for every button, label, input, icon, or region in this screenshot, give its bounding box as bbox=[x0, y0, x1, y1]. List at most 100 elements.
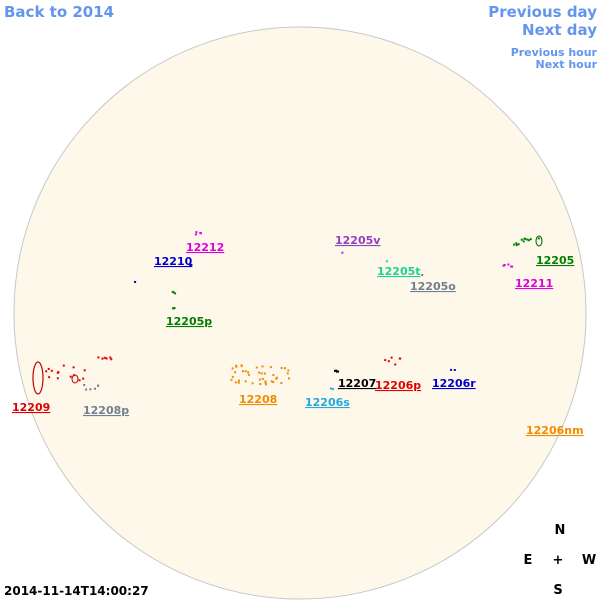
sunspot bbox=[230, 378, 233, 381]
sunspot bbox=[174, 292, 177, 295]
sunspot bbox=[264, 381, 267, 384]
sunspot bbox=[264, 380, 267, 383]
region-label[interactable]: 12210 bbox=[154, 255, 193, 268]
sunspot bbox=[244, 370, 247, 373]
compass-east: E bbox=[524, 553, 533, 568]
sunspot bbox=[341, 251, 344, 254]
sunspot bbox=[258, 378, 261, 381]
sunspot bbox=[286, 372, 289, 375]
sunspot bbox=[101, 357, 104, 360]
region-label[interactable]: 12205v bbox=[335, 234, 381, 247]
sunspot bbox=[520, 238, 523, 241]
previous-hour-link[interactable]: Previous hour bbox=[511, 46, 598, 59]
sunspot bbox=[134, 281, 137, 283]
sunspot bbox=[272, 381, 275, 384]
sunspot bbox=[507, 263, 510, 266]
sunspot bbox=[173, 307, 176, 310]
sunspot bbox=[240, 364, 243, 367]
sunspot bbox=[329, 387, 332, 390]
sunspot bbox=[334, 369, 336, 372]
sunspot bbox=[251, 382, 254, 385]
sunspot bbox=[172, 291, 175, 294]
sunspot bbox=[97, 384, 100, 387]
sunspot bbox=[231, 375, 234, 378]
next-hour-link[interactable]: Next hour bbox=[536, 58, 598, 71]
sunspot bbox=[517, 243, 520, 246]
sunspot bbox=[331, 388, 334, 391]
sunspot bbox=[234, 371, 237, 374]
sunspot bbox=[384, 359, 387, 362]
sunspot bbox=[288, 377, 290, 380]
region-label[interactable]: 12212 bbox=[186, 241, 224, 254]
sunspot bbox=[247, 371, 250, 374]
region-label[interactable]: 12206r bbox=[432, 377, 476, 390]
sunspot bbox=[241, 370, 244, 373]
sunspot bbox=[235, 365, 238, 368]
region-label[interactable]: 12208p bbox=[83, 404, 129, 417]
sunspot bbox=[280, 367, 283, 369]
sunspot bbox=[72, 366, 75, 369]
region-label[interactable]: 12205p bbox=[166, 315, 212, 328]
sunspots bbox=[32, 231, 543, 395]
sunspot bbox=[83, 369, 86, 372]
sunspot bbox=[450, 368, 453, 371]
sunspot bbox=[524, 237, 527, 240]
sunspot bbox=[97, 356, 100, 359]
back-link[interactable]: Back to 2014 bbox=[4, 3, 114, 21]
compass-west: W bbox=[582, 553, 596, 568]
sunspot bbox=[513, 243, 516, 246]
compass-south: S bbox=[553, 583, 562, 598]
sunspot bbox=[537, 237, 540, 240]
sunspot bbox=[234, 381, 237, 384]
sunspot bbox=[390, 356, 393, 359]
sunspot bbox=[385, 260, 388, 263]
sunspot bbox=[103, 356, 106, 359]
sunspot bbox=[45, 370, 48, 373]
region-label[interactable]: 12211 bbox=[515, 277, 553, 290]
sunspot bbox=[522, 240, 525, 243]
sunspot bbox=[172, 307, 174, 310]
sunspot bbox=[244, 380, 247, 383]
sunspot bbox=[258, 371, 261, 374]
sunspot bbox=[284, 367, 286, 370]
region-label[interactable]: 12207 bbox=[338, 377, 376, 390]
sunspot bbox=[255, 366, 258, 369]
sunspot bbox=[189, 264, 192, 267]
region-label[interactable]: 12206p bbox=[375, 379, 421, 392]
sunspot bbox=[527, 239, 530, 242]
sunspot bbox=[394, 363, 397, 366]
region-label[interactable]: 12209 bbox=[12, 401, 50, 414]
sunspot bbox=[275, 376, 278, 379]
sunspot bbox=[261, 365, 264, 368]
region-label[interactable]: 12206s bbox=[305, 396, 350, 409]
region-label[interactable]: 12206nm bbox=[526, 424, 584, 437]
sunspot bbox=[399, 357, 402, 360]
previous-day-link[interactable]: Previous day bbox=[488, 3, 597, 21]
compass-north: N bbox=[555, 523, 566, 538]
sunspot bbox=[47, 367, 50, 370]
sunspot bbox=[529, 238, 532, 241]
sunspot bbox=[56, 377, 59, 380]
sunspot bbox=[247, 373, 250, 376]
sunspot bbox=[50, 369, 53, 372]
region-label[interactable]: 12208 bbox=[239, 393, 277, 406]
timestamp: 2014-11-14T14:00:27 bbox=[4, 584, 149, 598]
region-label[interactable]: 12205 bbox=[536, 254, 574, 267]
sunspot bbox=[337, 370, 340, 373]
sunspot bbox=[69, 375, 72, 378]
sunspot bbox=[237, 381, 240, 384]
region-label[interactable]: 12205o bbox=[410, 280, 456, 293]
sunspot bbox=[272, 374, 275, 376]
region-label[interactable]: 12205t bbox=[377, 265, 421, 278]
sunspot bbox=[94, 387, 96, 390]
sunspot bbox=[238, 379, 240, 382]
sunspot-contour bbox=[71, 374, 79, 384]
sunspot bbox=[515, 242, 518, 245]
sunspot bbox=[110, 358, 113, 361]
sunspot bbox=[270, 380, 273, 383]
sunspot bbox=[199, 232, 202, 234]
sunspot bbox=[275, 377, 278, 380]
next-day-link[interactable]: Next day bbox=[522, 21, 597, 39]
